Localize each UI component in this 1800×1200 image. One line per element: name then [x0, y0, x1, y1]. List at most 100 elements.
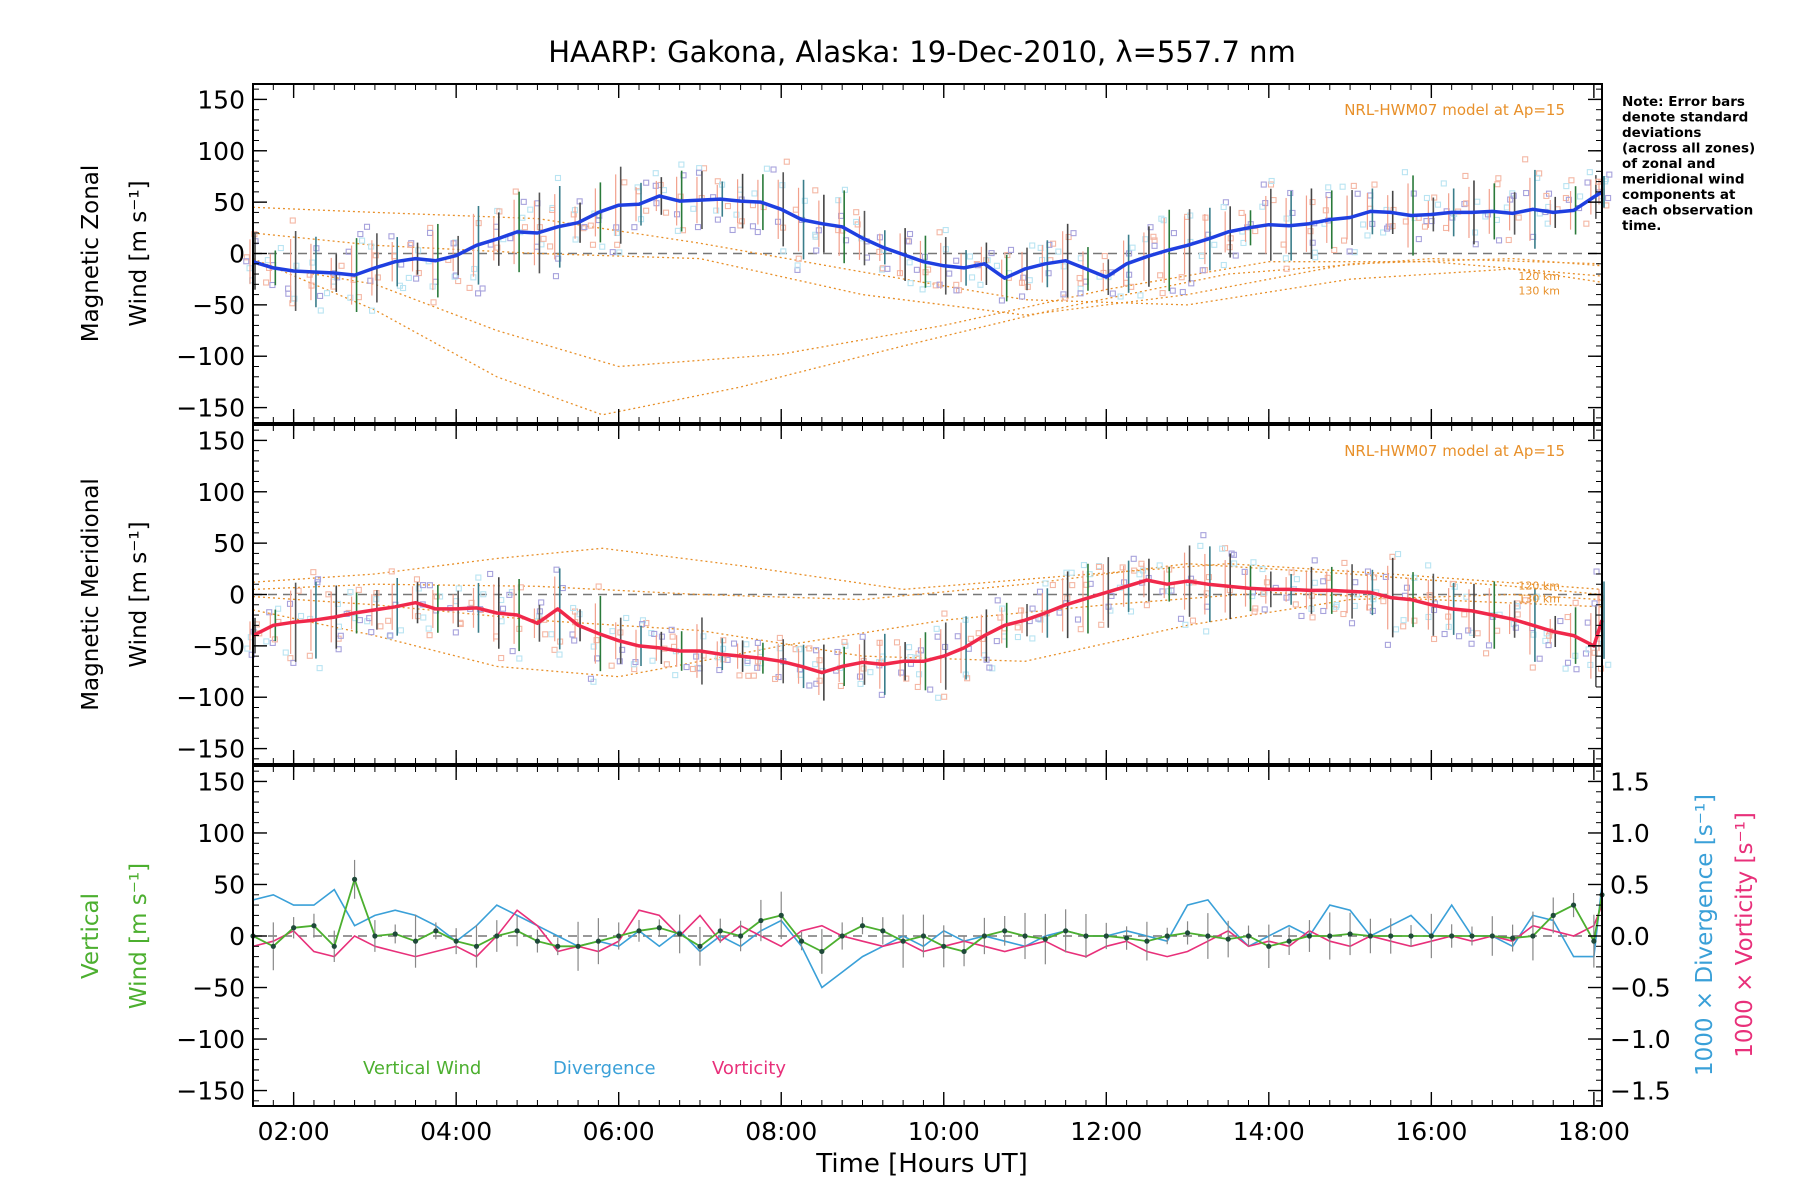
vertical-wind-point: [1266, 943, 1272, 949]
sample-marker: [1449, 580, 1456, 587]
sample-marker: [1442, 224, 1450, 232]
sample-marker: [631, 224, 638, 231]
vertical-wind-point: [778, 912, 784, 918]
sample-marker: [1309, 198, 1316, 206]
vertical-wind-point: [1286, 938, 1292, 944]
sample-marker: [367, 277, 374, 284]
sample-marker: [754, 664, 761, 671]
vertical-wind-point: [1570, 902, 1577, 908]
sample-marker: [1461, 611, 1468, 618]
vertical-wind-point: [961, 948, 967, 955]
sample-marker: [1137, 292, 1144, 299]
sample-marker: [1267, 181, 1275, 188]
sample-marker: [678, 161, 685, 168]
vertical-wind-point: [1428, 933, 1434, 939]
y-tick-label: 0: [229, 581, 245, 610]
sample-marker: [388, 568, 395, 575]
sample-marker: [1557, 617, 1564, 625]
sample-marker: [835, 197, 842, 204]
sample-marker: [796, 646, 803, 653]
sample-marker: [1530, 631, 1537, 638]
sample-marker: [1070, 230, 1077, 237]
sample-marker: [1456, 633, 1463, 640]
y-tick-label: 150: [197, 85, 245, 114]
note-line: time.: [1622, 218, 1661, 234]
sample-marker: [1320, 578, 1327, 585]
legend-vorticity: Vorticity: [712, 1058, 786, 1079]
vertical-wind-point: [1063, 928, 1069, 934]
sample-marker: [1572, 599, 1579, 606]
sample-marker: [1143, 602, 1150, 609]
vertical-wind-point: [717, 928, 723, 934]
vertical-wind-point: [1184, 930, 1191, 936]
y-tick-label: −50: [192, 632, 245, 661]
sample-marker: [1400, 623, 1407, 630]
sample-marker: [552, 273, 560, 280]
sample-marker: [308, 282, 315, 289]
sample-marker: [806, 682, 813, 689]
sample-marker: [1083, 581, 1090, 588]
sample-marker: [405, 274, 412, 281]
sample-marker: [714, 178, 721, 185]
sample-marker: [1251, 608, 1258, 615]
sample-marker: [1026, 277, 1033, 284]
vertical-wind-point: [758, 917, 764, 924]
vertical-wind-point: [1367, 933, 1373, 939]
sample-marker: [595, 583, 602, 590]
sample-marker: [1151, 242, 1158, 249]
sample-marker: [751, 190, 758, 197]
y-tick-label: 150: [197, 426, 245, 455]
sample-marker: [1080, 562, 1087, 569]
sample-marker: [1063, 569, 1070, 576]
vertical-wind-point: [981, 933, 987, 939]
right-y-label-vorticity: 1000 × Vorticity [s⁻¹]: [1732, 812, 1758, 1058]
sample-marker: [1179, 288, 1186, 296]
sample-marker: [1219, 545, 1226, 552]
vertical-wind-point: [1449, 933, 1455, 939]
sample-marker: [1483, 650, 1490, 657]
vertical-wind-point: [291, 925, 297, 931]
sample-marker: [1086, 571, 1093, 578]
sample-marker: [1068, 569, 1075, 576]
y-tick-label: 0: [229, 240, 245, 269]
sample-marker: [1577, 193, 1584, 200]
sample-marker: [314, 579, 321, 586]
sample-marker: [906, 644, 913, 651]
sample-marker: [419, 582, 427, 589]
sample-marker: [639, 617, 646, 624]
sample-marker: [1109, 290, 1116, 297]
sample-marker: [770, 166, 777, 173]
sample-marker: [1263, 579, 1271, 586]
sample-marker: [1426, 592, 1433, 599]
y-tick-label: 50: [213, 529, 245, 558]
sample-marker: [812, 233, 819, 240]
sample-marker: [498, 618, 505, 625]
sample-marker: [553, 566, 560, 573]
sample-marker: [763, 165, 770, 172]
sample-marker: [377, 623, 384, 630]
sample-marker: [842, 642, 849, 649]
vertical-wind-point: [880, 928, 886, 934]
sample-marker: [916, 671, 923, 678]
sample-marker: [1431, 635, 1438, 643]
sample-marker: [1018, 607, 1025, 614]
sample-marker: [555, 255, 562, 262]
sample-marker: [317, 292, 324, 299]
sample-marker: [369, 307, 376, 314]
vertical-wind-point: [1083, 933, 1089, 939]
sample-marker: [1077, 626, 1084, 633]
sample-marker: [1494, 627, 1501, 634]
sample-marker: [714, 216, 721, 223]
sample-marker: [1147, 224, 1154, 231]
sample-marker: [1055, 248, 1062, 255]
sample-marker: [1231, 560, 1238, 567]
sample-marker: [475, 290, 482, 297]
sample-marker: [1380, 229, 1387, 236]
sample-marker: [334, 600, 342, 607]
model-curve: [252, 591, 1603, 678]
sample-marker: [906, 259, 913, 266]
y-axis-label: Wind [m s⁻¹]: [126, 180, 152, 326]
sample-marker: [1178, 274, 1185, 281]
sample-marker: [614, 241, 621, 248]
sample-marker: [347, 294, 354, 301]
